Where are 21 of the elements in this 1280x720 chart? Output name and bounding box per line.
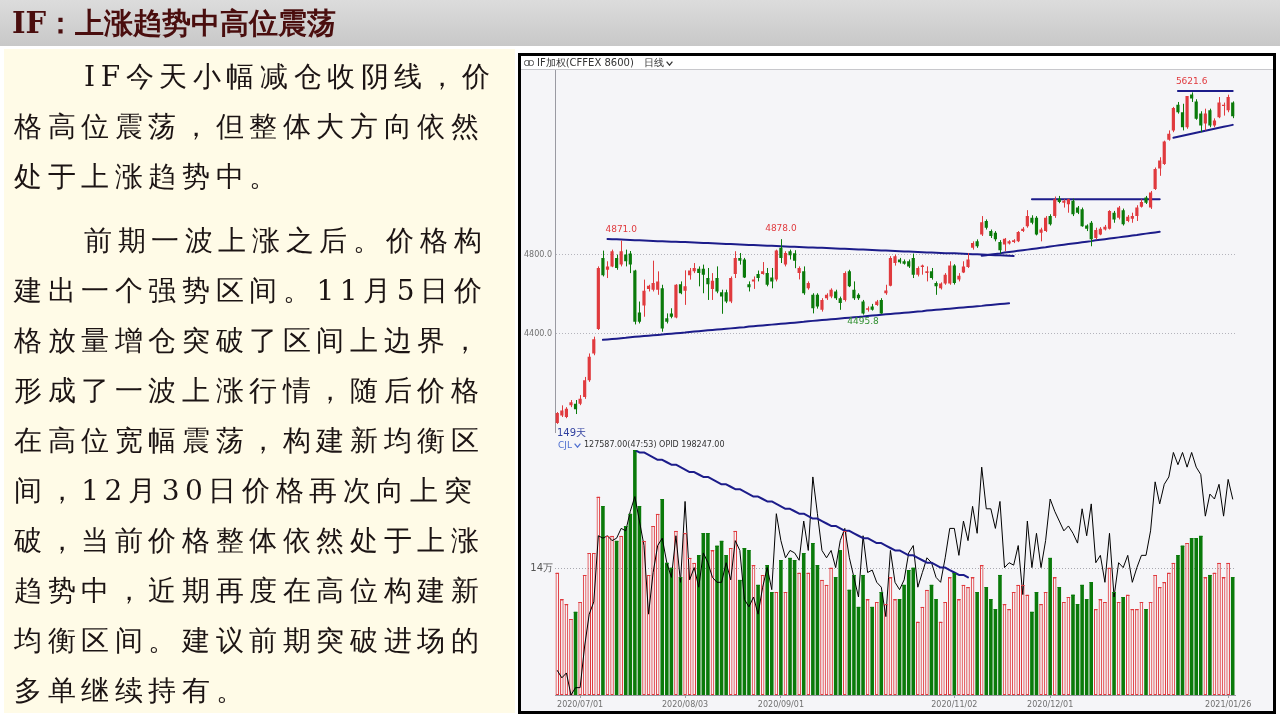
text: 前期一波上涨之后。价格构建出一个强势区间。11月5日价格放量增仓突破了区间上边界，形成了一波上涨行情，随后价格在高位宽幅震荡，构建新均衡区间，12月30日价格再次向上突破，当前价格整体依然处于上涨趋势中，近期再度在高位构建新均衡区间。建议前期突破进场的多单继续持有。 (14, 224, 488, 707)
annotation: 4878.0 (765, 223, 797, 233)
text: IF今天小幅减仓收阴线，价格高位震荡，但整体大方向依然处于上涨趋势中。 (14, 59, 497, 195)
annotation: 149天 (557, 427, 587, 438)
x-tick-label: 2020/07/01 (557, 699, 604, 709)
x-tick-label: 2020/12/01 (1027, 699, 1074, 709)
ref-line-label: 14万 (530, 562, 553, 574)
x-tick-label: 2020/08/03 (662, 699, 709, 709)
annotation: 4871.0 (605, 224, 638, 235)
text: 127587.00(47:53) OPID 198247.00 (584, 440, 725, 450)
x-tick-label: 2020/09/01 (757, 699, 804, 709)
annotation: 5621.6 (1175, 76, 1208, 87)
x-tick-label: 2020/11/02 (931, 699, 978, 709)
text: IF加权(CFFEX 8600) (537, 56, 634, 69)
annotation: CJL (558, 440, 572, 450)
y-tick-label: 4400.0 (524, 328, 552, 338)
annotation: 4495.8 (847, 316, 880, 327)
text: 日线 (644, 56, 664, 69)
text: IF：上涨趋势中高位震荡 (12, 5, 337, 41)
y-tick-label: 4800.0 (524, 249, 552, 259)
x-tick-label: 2021/01/26 (1205, 699, 1252, 709)
